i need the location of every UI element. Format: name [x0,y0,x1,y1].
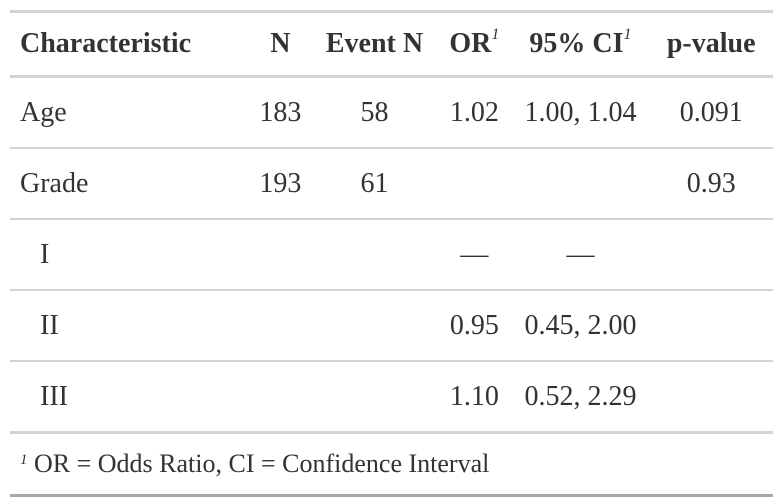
footnote-mark: 1 [20,452,28,468]
cell-characteristic: Age [20,96,67,128]
cell-characteristic: III [40,380,68,412]
cell-p-value [649,290,773,361]
cell-characteristic: I [40,238,50,270]
cell-ci: — [566,238,595,270]
header-characteristic-label: Characteristic [20,28,192,59]
cell-ci: 0.52, 2.29 [524,380,637,412]
table-row-age: Age 183 58 1.02 1.00, 1.04 0.091 [10,77,773,148]
header-p-value-label: p-value [666,28,756,59]
footnote-text: OR = Odds Ratio, CI = Confidence Interva… [34,449,490,478]
header-ci-footnote-mark: 1 [623,26,632,43]
cell-event-n [312,361,438,433]
cell-event-n: 61 [360,167,389,199]
table-row-grade-i: I — — [10,219,773,290]
cell-n [249,361,312,433]
cell-event-n [312,290,438,361]
cell-characteristic: Grade [20,167,89,199]
header-n-label: N [270,28,291,59]
cell-ci [511,148,649,219]
cell-p-value [649,361,773,433]
cell-ci: 1.00, 1.04 [524,96,637,128]
cell-p-value: 0.091 [679,96,743,128]
cell-n: 183 [259,96,302,128]
header-or: OR1 [437,12,511,77]
header-p-value: p-value [649,12,773,77]
table-row-grade: Grade 193 61 0.93 [10,148,773,219]
cell-ci: 0.45, 2.00 [524,309,637,341]
table-footnote: 1 OR = Odds Ratio, CI = Confidence Inter… [10,434,773,497]
header-ci-label: 95% CI [529,28,624,59]
header-or-footnote-mark: 1 [491,26,500,43]
table-row-grade-iii: III 1.10 0.52, 2.29 [10,361,773,433]
header-ci: 95% CI1 [511,12,649,77]
regression-table: Characteristic N Event N OR1 95% CI1 p-v… [10,10,773,434]
cell-n: 193 [259,167,302,199]
header-event-n: Event N [312,12,438,77]
cell-characteristic: II [40,309,59,341]
header-n: N [249,12,312,77]
header-row: Characteristic N Event N OR1 95% CI1 p-v… [10,11,773,77]
table-row-grade-ii: II 0.95 0.45, 2.00 [10,290,773,361]
cell-or: 1.02 [449,96,499,128]
cell-n [249,219,312,290]
header-event-n-label: Event N [325,28,424,59]
header-characteristic: Characteristic [10,12,249,77]
cell-p-value: 0.93 [686,167,736,199]
cell-or [437,148,511,219]
cell-or: 0.95 [449,309,499,341]
cell-event-n: 58 [360,96,389,128]
table-body: Age 183 58 1.02 1.00, 1.04 0.091 Grade 1… [10,77,773,433]
cell-or: 1.10 [449,380,499,412]
cell-p-value [649,219,773,290]
header-or-label: OR [449,28,492,59]
cell-event-n [312,219,438,290]
cell-or: — [460,238,489,270]
regression-table-container: Characteristic N Event N OR1 95% CI1 p-v… [10,10,773,497]
cell-n [249,290,312,361]
table-header: Characteristic N Event N OR1 95% CI1 p-v… [10,11,773,77]
